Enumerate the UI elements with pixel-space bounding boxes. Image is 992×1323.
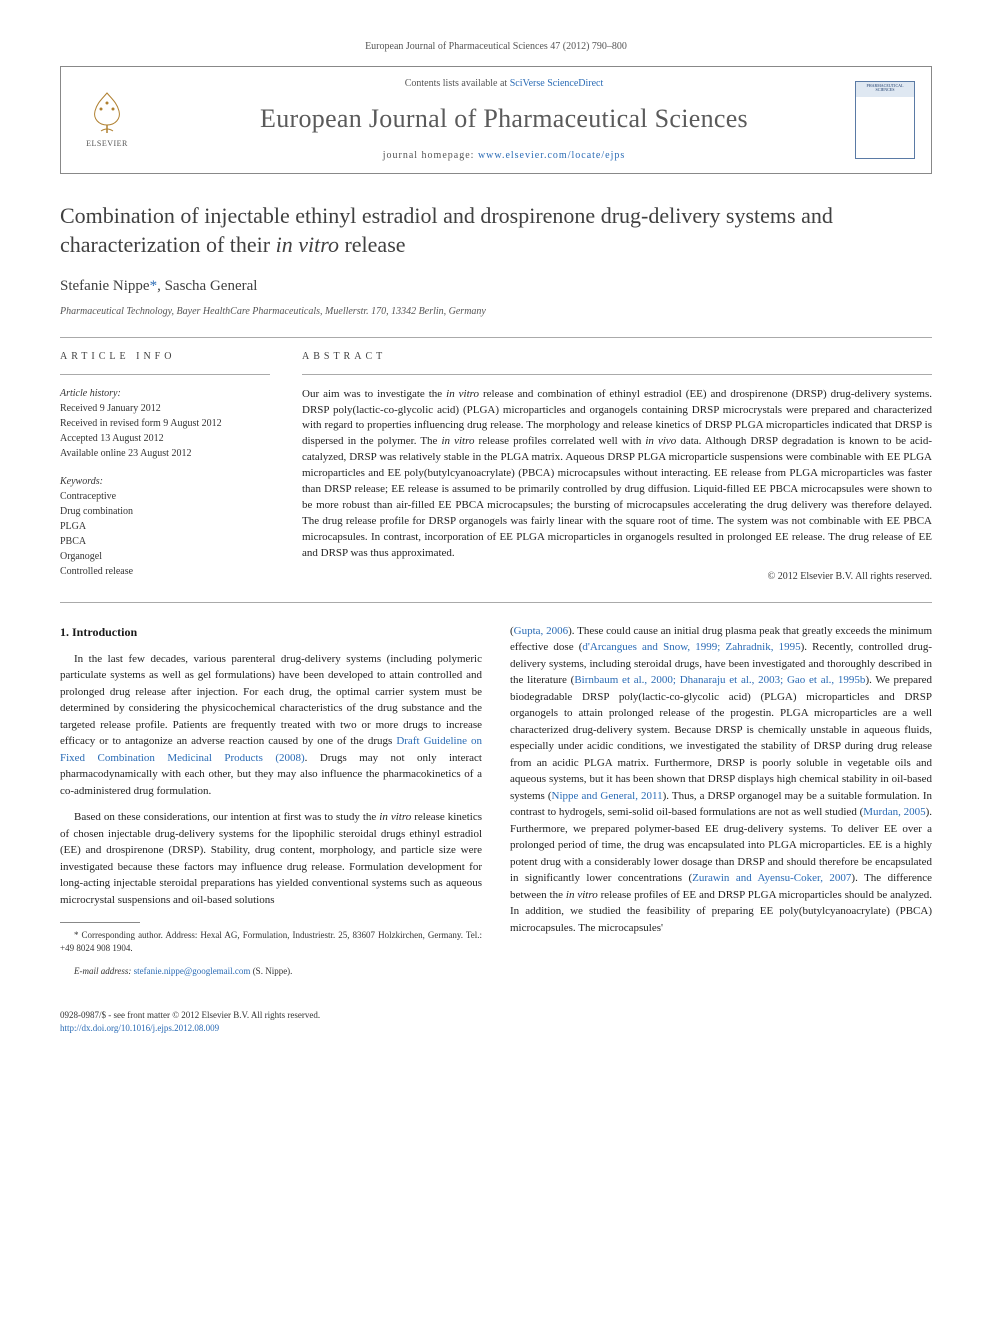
p2-b: release kinetics of chosen injectable dr… bbox=[60, 811, 482, 906]
abstract-text: Our aim was to investigate the in vitro … bbox=[302, 387, 932, 562]
ref-zurawin[interactable]: Zurawin and Ayensu-Coker, 2007 bbox=[692, 872, 851, 884]
abstract-divider bbox=[302, 374, 932, 375]
elsevier-logo: ELSEVIER bbox=[77, 85, 137, 155]
intro-para-continued: (Gupta, 2006). These could cause an init… bbox=[510, 623, 932, 937]
doi-link[interactable]: http://dx.doi.org/10.1016/j.ejps.2012.08… bbox=[60, 1023, 219, 1033]
ref-gupta[interactable]: Gupta, 2006 bbox=[514, 625, 568, 637]
keyword-5: Organogel bbox=[60, 550, 270, 564]
masthead-center: Contents lists available at SciVerse Sci… bbox=[153, 77, 855, 163]
info-divider bbox=[60, 374, 270, 375]
contents-line: Contents lists available at SciVerse Sci… bbox=[153, 77, 855, 91]
corresponding-email-link[interactable]: stefanie.nippe@googlemail.com bbox=[134, 966, 251, 976]
keyword-4: PBCA bbox=[60, 535, 270, 549]
info-abstract-row: article info Article history: Received 9… bbox=[60, 350, 932, 584]
footnote-corresponding: * Corresponding author. Address: Hexal A… bbox=[60, 929, 482, 954]
p2-it1: in vitro bbox=[379, 811, 411, 823]
intro-para-2: Based on these considerations, our inten… bbox=[60, 809, 482, 908]
header-citation: European Journal of Pharmaceutical Scien… bbox=[60, 40, 932, 54]
abs-it3: in vivo bbox=[645, 435, 676, 447]
cover-thumb-title: PHARMACEUTICAL SCIENCES bbox=[858, 84, 912, 92]
abs-a: Our aim was to investigate the bbox=[302, 388, 446, 400]
ref-birnbaum[interactable]: Birnbaum et al., 2000; Dhanaraju et al.,… bbox=[574, 674, 865, 686]
affiliation: Pharmaceutical Technology, Bayer HealthC… bbox=[60, 305, 932, 319]
email-label: E-mail address: bbox=[74, 966, 131, 976]
history-block: Article history: Received 9 January 2012… bbox=[60, 387, 270, 579]
history-received: Received 9 January 2012 bbox=[60, 402, 270, 416]
abstract: abstract Our aim was to investigate the … bbox=[302, 350, 932, 584]
author-2: Sascha General bbox=[165, 278, 258, 294]
title-italic: in vitro bbox=[276, 232, 339, 257]
history-online: Available online 23 August 2012 bbox=[60, 447, 270, 461]
abstract-copyright: © 2012 Elsevier B.V. All rights reserved… bbox=[302, 570, 932, 584]
abs-d: data. Although DRSP degradation is known… bbox=[302, 435, 932, 559]
authors: Stefanie Nippe*, Sascha General bbox=[60, 276, 932, 297]
keyword-2: Drug combination bbox=[60, 505, 270, 519]
ref-nippe[interactable]: Nippe and General, 2011 bbox=[552, 790, 663, 802]
contents-prefix: Contents lists available at bbox=[405, 78, 510, 89]
history-label: Article history: bbox=[60, 387, 270, 401]
corresponding-marker[interactable]: * bbox=[150, 278, 158, 294]
keywords-label: Keywords: bbox=[60, 475, 270, 489]
abs-c: release profiles correlated well with bbox=[474, 435, 645, 447]
journal-masthead: ELSEVIER Contents lists available at Sci… bbox=[60, 66, 932, 174]
intro-para-1: In the last few decades, various parente… bbox=[60, 651, 482, 800]
article-title: Combination of injectable ethinyl estrad… bbox=[60, 202, 932, 259]
title-part-1: Combination of injectable ethinyl estrad… bbox=[60, 203, 833, 257]
history-accepted: Accepted 13 August 2012 bbox=[60, 432, 270, 446]
homepage-prefix: journal homepage: bbox=[383, 150, 478, 161]
divider-top bbox=[60, 337, 932, 338]
abs-it1: in vitro bbox=[446, 388, 479, 400]
footer-bar: 0928-0987/$ - see front matter © 2012 El… bbox=[60, 1009, 932, 1034]
ref-murdan[interactable]: Murdan, 2005 bbox=[863, 806, 925, 818]
body-columns: 1. Introduction In the last few decades,… bbox=[60, 623, 932, 987]
column-right: (Gupta, 2006). These could cause an init… bbox=[510, 623, 932, 987]
abstract-head: abstract bbox=[302, 350, 932, 364]
elsevier-tree-icon bbox=[87, 91, 127, 135]
homepage-line: journal homepage: www.elsevier.com/locat… bbox=[153, 149, 855, 163]
section-head-intro: 1. Introduction bbox=[60, 623, 482, 641]
article-info-head: article info bbox=[60, 350, 270, 364]
keyword-3: PLGA bbox=[60, 520, 270, 534]
title-part-2: release bbox=[339, 232, 406, 257]
email-suffix: (S. Nippe). bbox=[250, 966, 292, 976]
footnote-email: E-mail address: stefanie.nippe@googlemai… bbox=[60, 965, 482, 978]
keyword-6: Controlled release bbox=[60, 565, 270, 579]
sciencedirect-link[interactable]: SciVerse ScienceDirect bbox=[510, 78, 604, 89]
keyword-1: Contraceptive bbox=[60, 490, 270, 504]
abs-it2: in vitro bbox=[442, 435, 475, 447]
author-1: Stefanie Nippe bbox=[60, 278, 150, 294]
homepage-link[interactable]: www.elsevier.com/locate/ejps bbox=[478, 150, 625, 161]
article-info: article info Article history: Received 9… bbox=[60, 350, 270, 584]
journal-name: European Journal of Pharmaceutical Scien… bbox=[153, 101, 855, 137]
p2-a: Based on these considerations, our inten… bbox=[74, 811, 379, 823]
journal-cover-thumb: PHARMACEUTICAL SCIENCES bbox=[855, 81, 915, 159]
p1-a: In the last few decades, various parente… bbox=[60, 653, 482, 748]
column-left: 1. Introduction In the last few decades,… bbox=[60, 623, 482, 987]
c2-it1: in vitro bbox=[566, 889, 598, 901]
history-revised: Received in revised form 9 August 2012 bbox=[60, 417, 270, 431]
author-sep: , bbox=[157, 278, 165, 294]
elsevier-label: ELSEVIER bbox=[86, 138, 128, 149]
c2-d: ). We prepared biodegradable DRSP poly(l… bbox=[510, 674, 932, 802]
footer-front-matter: 0928-0987/$ - see front matter © 2012 El… bbox=[60, 1009, 932, 1022]
divider-bottom bbox=[60, 602, 932, 603]
footnote-divider bbox=[60, 922, 140, 923]
ref-darcangues[interactable]: d'Arcangues and Snow, 1999; Zahradnik, 1… bbox=[582, 641, 800, 653]
